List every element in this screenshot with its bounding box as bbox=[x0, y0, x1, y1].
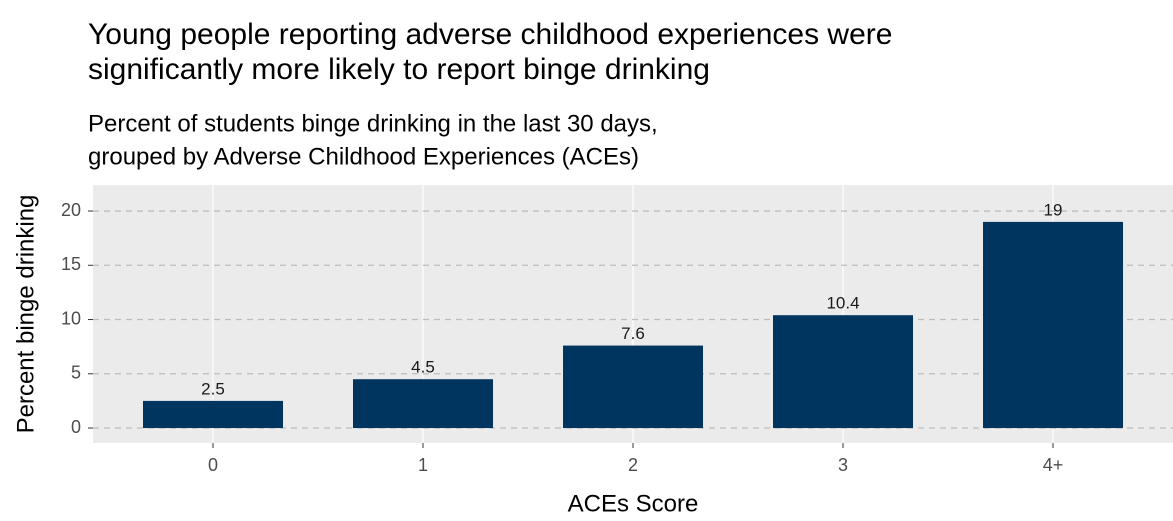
bar bbox=[563, 345, 704, 429]
chart-title: Young people reporting adverse childhood… bbox=[88, 18, 892, 51]
data-label: 7.6 bbox=[621, 324, 645, 343]
x-tick-label: 4+ bbox=[1043, 455, 1064, 475]
bar bbox=[353, 379, 494, 429]
data-label: 10.4 bbox=[826, 294, 859, 313]
bar bbox=[773, 315, 914, 429]
chart-subtitle: Percent of students binge drinking in th… bbox=[88, 110, 658, 137]
x-tick-label: 0 bbox=[208, 455, 218, 475]
x-axis-label: ACEs Score bbox=[568, 490, 699, 517]
y-tick-label: 20 bbox=[61, 200, 81, 220]
bar bbox=[143, 400, 284, 429]
chart-subtitle: grouped by Adverse Childhood Experiences… bbox=[88, 143, 639, 170]
bar bbox=[983, 221, 1124, 429]
x-tick-label: 1 bbox=[418, 455, 428, 475]
y-tick-label: 15 bbox=[61, 254, 81, 274]
data-label: 4.5 bbox=[411, 358, 435, 377]
data-label: 2.5 bbox=[201, 379, 225, 398]
data-label: 19 bbox=[1044, 200, 1063, 219]
y-tick-label: 5 bbox=[71, 363, 81, 383]
x-tick-label: 2 bbox=[628, 455, 638, 475]
chart-title: significantly more likely to report bing… bbox=[88, 53, 710, 86]
x-tick-label: 3 bbox=[838, 455, 848, 475]
y-axis-label: Percent binge drinking bbox=[12, 195, 39, 434]
y-tick-label: 0 bbox=[71, 417, 81, 437]
y-tick-label: 10 bbox=[61, 308, 81, 328]
